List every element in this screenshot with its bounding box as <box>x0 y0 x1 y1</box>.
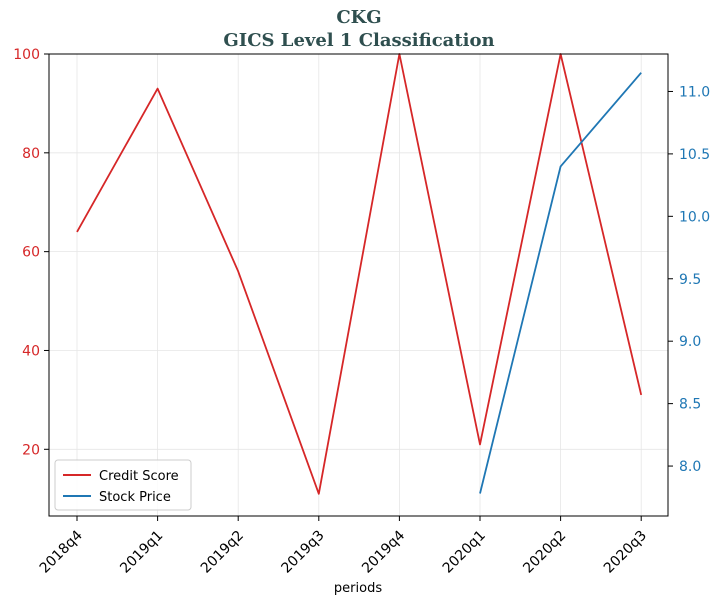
x-tick-label: 2019q3 <box>279 528 328 577</box>
x-tick-label: 2019q4 <box>359 527 408 576</box>
legend-label: Stock Price <box>99 490 171 505</box>
chart-title: CKG <box>336 7 381 28</box>
legend: Credit Score Stock Price <box>54 459 192 511</box>
left-y-axis: 20 40 60 80 100 <box>13 47 49 458</box>
x-tick-label: 2020q2 <box>520 528 569 577</box>
series-line <box>76 53 643 495</box>
right-tick-label: 8.0 <box>679 459 701 475</box>
right-tick-label: 9.0 <box>679 334 701 350</box>
right-tick-label: 11.0 <box>679 84 710 100</box>
x-axis: 2018q4 2019q1 2019q2 2019q3 2019q4 2020q1 2020… <box>37 516 650 577</box>
legend-label: Credit Score <box>99 469 179 484</box>
right-tick-label: 10.5 <box>679 147 710 163</box>
x-tick-label: 2020q3 <box>601 528 650 577</box>
right-y-axis: 8.0 8.5 9.0 9.5 10.0 10.5 11.0 <box>668 84 710 475</box>
chart-subtitle: GICS Level 1 Classification <box>223 30 494 51</box>
left-tick-label: 80 <box>22 146 40 162</box>
left-tick-label: 60 <box>22 245 40 261</box>
left-tick-label: 100 <box>13 47 40 63</box>
right-tick-label: 9.5 <box>679 272 701 288</box>
series-line <box>479 72 642 494</box>
left-tick-label: 40 <box>22 343 40 359</box>
left-tick-label: 20 <box>22 442 40 458</box>
plot-area-frame <box>48 53 669 517</box>
grid-layer <box>49 53 668 516</box>
legend-box <box>54 459 192 511</box>
x-axis-label: periods <box>334 581 382 596</box>
right-tick-label: 10.0 <box>679 209 710 225</box>
series-layer <box>76 53 643 495</box>
x-tick-label: 2019q1 <box>117 528 166 577</box>
x-tick-label: 2018q4 <box>37 527 86 576</box>
right-tick-label: 8.5 <box>679 397 701 413</box>
x-tick-label: 2019q2 <box>198 528 247 577</box>
x-tick-label: 2020q1 <box>440 528 489 577</box>
